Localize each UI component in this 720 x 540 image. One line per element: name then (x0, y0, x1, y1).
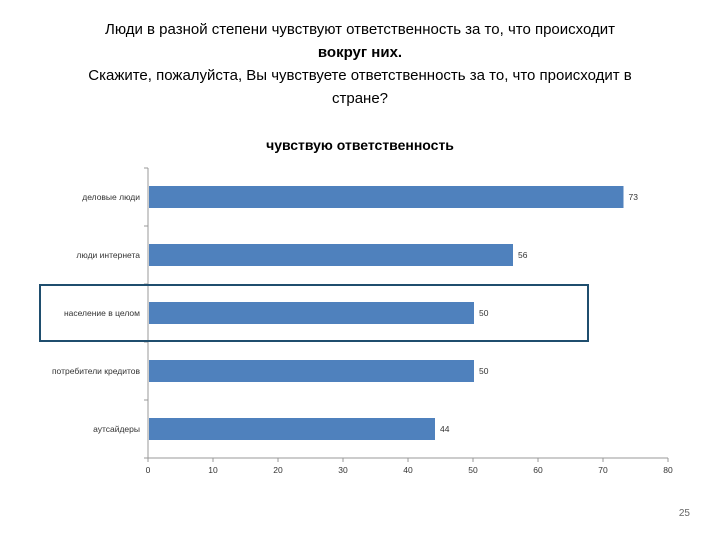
bar (149, 360, 474, 382)
page-number: 25 (678, 508, 690, 519)
x-tick-label: 40 (403, 465, 413, 475)
x-tick-label: 70 (598, 465, 608, 475)
x-tick-label: 30 (338, 465, 348, 475)
value-label: 50 (479, 366, 489, 376)
x-tick-label: 10 (208, 465, 218, 475)
x-tick-label: 0 (146, 465, 151, 475)
x-tick-label: 50 (468, 465, 478, 475)
value-label: 44 (440, 424, 450, 434)
category-label: люди интернета (76, 250, 140, 260)
bar (149, 418, 435, 440)
title-line: Люди в разной степени чувствуют ответств… (104, 21, 615, 38)
x-tick-label: 80 (663, 465, 673, 475)
bar (149, 244, 513, 266)
title-line: вокруг них. (317, 44, 403, 61)
value-label: 73 (629, 192, 639, 202)
x-tick-label: 20 (273, 465, 283, 475)
bar (149, 186, 624, 208)
chart-title: чувствую ответственность (266, 137, 454, 153)
value-label: 50 (479, 308, 489, 318)
category-label: население в целом (64, 308, 140, 318)
category-label: потребители кредитов (52, 366, 141, 376)
bar (149, 302, 474, 324)
slide-title: Люди в разной степени чувствуют ответств… (30, 18, 690, 110)
title-line: стране? (331, 90, 389, 107)
value-label: 56 (518, 250, 528, 260)
category-label: аутсайдеры (93, 424, 140, 434)
title-line: Скажите, пожалуйста, Вы чувствуете ответ… (88, 67, 632, 84)
highlight-box (39, 284, 589, 342)
category-label: деловые люди (82, 192, 140, 202)
chart-plot-area: 0 10 20 30 40 50 60 70 80 деловые люди 73 люди инте… (39, 167, 673, 475)
x-tick-label: 60 (533, 465, 543, 475)
